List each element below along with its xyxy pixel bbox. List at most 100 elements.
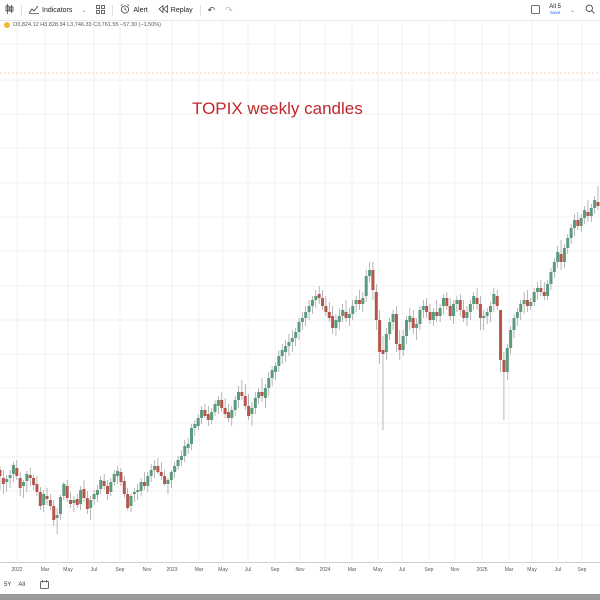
templates-button[interactable]	[91, 0, 110, 20]
save-button[interactable]: All 5 Save	[545, 4, 565, 16]
candle[interactable]	[542, 282, 546, 300]
candle[interactable]	[351, 300, 355, 320]
candle[interactable]	[465, 306, 469, 326]
candle[interactable]	[314, 290, 318, 308]
candle[interactable]	[418, 306, 422, 330]
candle[interactable]	[593, 196, 597, 214]
candle[interactable]	[394, 306, 398, 352]
candle[interactable]	[132, 488, 136, 502]
candle[interactable]	[153, 460, 157, 478]
candle[interactable]	[347, 308, 351, 326]
candle[interactable]	[290, 330, 294, 352]
candle[interactable]	[324, 296, 328, 316]
candle[interactable]	[485, 308, 489, 324]
candle[interactable]	[52, 500, 56, 526]
candle[interactable]	[401, 330, 405, 356]
candle[interactable]	[472, 292, 476, 310]
candle[interactable]	[55, 508, 59, 534]
candle[interactable]	[589, 204, 593, 222]
candle[interactable]	[294, 328, 298, 346]
candle[interactable]	[475, 288, 479, 310]
candle[interactable]	[28, 468, 32, 486]
candle[interactable]	[179, 450, 183, 466]
candle[interactable]	[455, 296, 459, 312]
alert-button[interactable]: Alert	[115, 0, 152, 20]
candle[interactable]	[405, 316, 409, 344]
candle[interactable]	[32, 475, 36, 490]
candle[interactable]	[509, 326, 513, 354]
candle[interactable]	[354, 296, 358, 312]
candle[interactable]	[462, 300, 466, 322]
candle[interactable]	[156, 458, 160, 474]
candle[interactable]	[478, 296, 482, 330]
candle[interactable]	[425, 298, 429, 318]
candle[interactable]	[263, 384, 267, 408]
candle[interactable]	[559, 240, 563, 270]
candle[interactable]	[428, 304, 432, 324]
candle[interactable]	[280, 344, 284, 364]
candle[interactable]	[572, 214, 576, 236]
candle[interactable]	[438, 304, 442, 322]
candle[interactable]	[431, 308, 435, 326]
candle[interactable]	[381, 336, 385, 430]
candle[interactable]	[233, 396, 237, 416]
candle[interactable]	[75, 494, 79, 508]
candle[interactable]	[186, 438, 190, 454]
candle[interactable]	[116, 466, 120, 484]
candle[interactable]	[253, 392, 257, 414]
candle[interactable]	[411, 310, 415, 334]
candle[interactable]	[398, 330, 402, 360]
candle[interactable]	[441, 294, 445, 314]
candle[interactable]	[159, 462, 163, 480]
candle[interactable]	[492, 288, 496, 312]
candle[interactable]	[515, 308, 519, 326]
candle[interactable]	[371, 262, 375, 300]
candle[interactable]	[203, 404, 207, 418]
candle[interactable]	[284, 340, 288, 362]
candle[interactable]	[562, 244, 566, 268]
candle[interactable]	[38, 487, 42, 510]
candle[interactable]	[270, 366, 274, 386]
candle[interactable]	[529, 298, 533, 310]
candle[interactable]	[384, 328, 388, 360]
candle[interactable]	[357, 290, 361, 310]
candle[interactable]	[448, 298, 452, 320]
candle[interactable]	[468, 300, 472, 320]
candle[interactable]	[22, 480, 26, 498]
candle[interactable]	[260, 378, 264, 402]
candle[interactable]	[532, 288, 536, 306]
candle[interactable]	[142, 472, 146, 490]
candle[interactable]	[163, 470, 167, 486]
candle[interactable]	[183, 440, 187, 462]
candle[interactable]	[18, 472, 22, 496]
candle[interactable]	[139, 478, 143, 496]
candle[interactable]	[304, 306, 308, 326]
candle[interactable]	[374, 284, 378, 330]
candle[interactable]	[482, 310, 486, 330]
candle[interactable]	[8, 470, 12, 488]
candle[interactable]	[62, 482, 66, 500]
redo-button[interactable]: ↷	[220, 0, 238, 20]
candle[interactable]	[499, 310, 503, 372]
candle[interactable]	[549, 268, 553, 290]
candle[interactable]	[193, 420, 197, 436]
candle[interactable]	[317, 286, 321, 304]
candle[interactable]	[458, 294, 462, 316]
candle[interactable]	[273, 362, 277, 380]
candle[interactable]	[267, 372, 271, 396]
candle[interactable]	[495, 290, 499, 310]
chevron-down-icon[interactable]: ⌄	[81, 7, 87, 14]
candle[interactable]	[388, 318, 392, 340]
candle[interactable]	[583, 206, 587, 224]
layout-button[interactable]	[526, 0, 545, 20]
price-chart[interactable]	[0, 20, 600, 560]
candle[interactable]	[210, 408, 214, 424]
candle[interactable]	[173, 462, 177, 478]
candle[interactable]	[310, 296, 314, 314]
candle[interactable]	[200, 406, 204, 424]
indicators-button[interactable]: Indicators ⌄	[24, 0, 91, 20]
candle[interactable]	[109, 478, 113, 496]
range-all-button[interactable]: All	[18, 582, 26, 588]
candle[interactable]	[300, 312, 304, 330]
candle[interactable]	[344, 300, 348, 322]
